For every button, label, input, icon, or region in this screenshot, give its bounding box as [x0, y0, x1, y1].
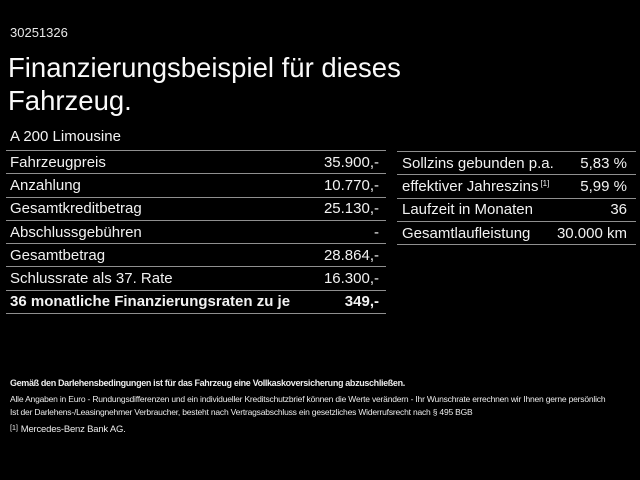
row-value: 35.900,- [323, 153, 379, 171]
table-row: Laufzeit in Monaten 36 [397, 199, 636, 222]
row-value: 30.000 km [556, 224, 627, 242]
fineprint-disclaimer: Alle Angaben in Euro - Rundungsdifferenz… [10, 394, 606, 404]
row-label: Anzahlung [10, 176, 81, 194]
row-label: Laufzeit in Monaten [402, 201, 533, 219]
page-title-line2: Fahrzeug. [8, 85, 132, 116]
table-row: Abschlussgebühren - [6, 221, 386, 245]
row-label: Gesamtkreditbetrag [10, 200, 142, 218]
table-row: Anzahlung 10.770,- [6, 174, 386, 198]
row-value: 5,83 % [580, 154, 627, 172]
model-header-row: A 200 Limousine [6, 123, 386, 151]
fineprint-insurance-note: Gemäß den Darlehensbedingungen ist für d… [10, 378, 405, 388]
row-value: 16.300,- [323, 270, 379, 288]
row-label: Abschlussgebühren [10, 223, 142, 241]
table-row: Fahrzeugpreis 35.900,- [6, 151, 386, 175]
row-value: 5,99 % [580, 177, 627, 195]
row-label: Gesamtbetrag [10, 246, 106, 264]
row-value: 25.130,- [323, 200, 379, 218]
financing-table: A 200 Limousine Fahrzeugpreis 35.900,- A… [6, 123, 386, 315]
table-row: Gesamtbetrag 28.864,- [6, 244, 386, 268]
row-value: 28.864,- [323, 246, 379, 264]
row-label: effektiver Jahreszins [1] [402, 177, 550, 195]
row-label: Gesamtlaufleistung [402, 224, 531, 242]
row-label: 36 monatliche Finanzierungsraten zu je [10, 293, 291, 311]
page-title-line1: Finanzierungsbeispiel für dieses [8, 52, 401, 83]
table-row: Schlussrate als 37. Rate 16.300,- [6, 267, 386, 291]
table-row-monthly-rate: 36 monatliche Finanzierungsraten zu je 3… [6, 291, 386, 315]
table-row: Gesamtkreditbetrag 25.130,- [6, 198, 386, 221]
page-title: Finanzierungsbeispiel für dieses Fahrzeug… [8, 51, 401, 117]
model-name: A 200 Limousine [10, 128, 121, 145]
row-value: 349,- [344, 293, 379, 311]
table-row: Gesamtlaufleistung 30.000 km [397, 222, 636, 246]
fineprint-withdrawal-note: Ist der Darlehens-/Leasingnehmer Verbrau… [10, 406, 473, 417]
table-row: effektiver Jahreszins [1] 5,99 % [397, 175, 636, 199]
footnote-marker: [1] [540, 178, 550, 188]
conditions-table: Sollzins gebunden p.a. 5,83 % effektiver… [397, 151, 636, 246]
row-value: - [374, 223, 379, 241]
footnote-text: Mercedes-Benz Bank AG. [20, 424, 126, 435]
vehicle-id: 30251326 [10, 25, 68, 40]
footnote-marker: [1] [10, 423, 18, 432]
row-value: 10.770,- [323, 176, 379, 194]
row-label: Fahrzeugpreis [10, 153, 106, 171]
row-label: Sollzins gebunden p.a. [402, 154, 554, 172]
row-label: Schlussrate als 37. Rate [10, 270, 173, 288]
row-value: 36 [610, 201, 627, 219]
table-row: Sollzins gebunden p.a. 5,83 % [397, 152, 636, 176]
fineprint: Gemäß den Darlehensbedingungen ist für d… [10, 377, 638, 436]
fineprint-footnote: [1] Mercedes-Benz Bank AG. [10, 423, 638, 436]
